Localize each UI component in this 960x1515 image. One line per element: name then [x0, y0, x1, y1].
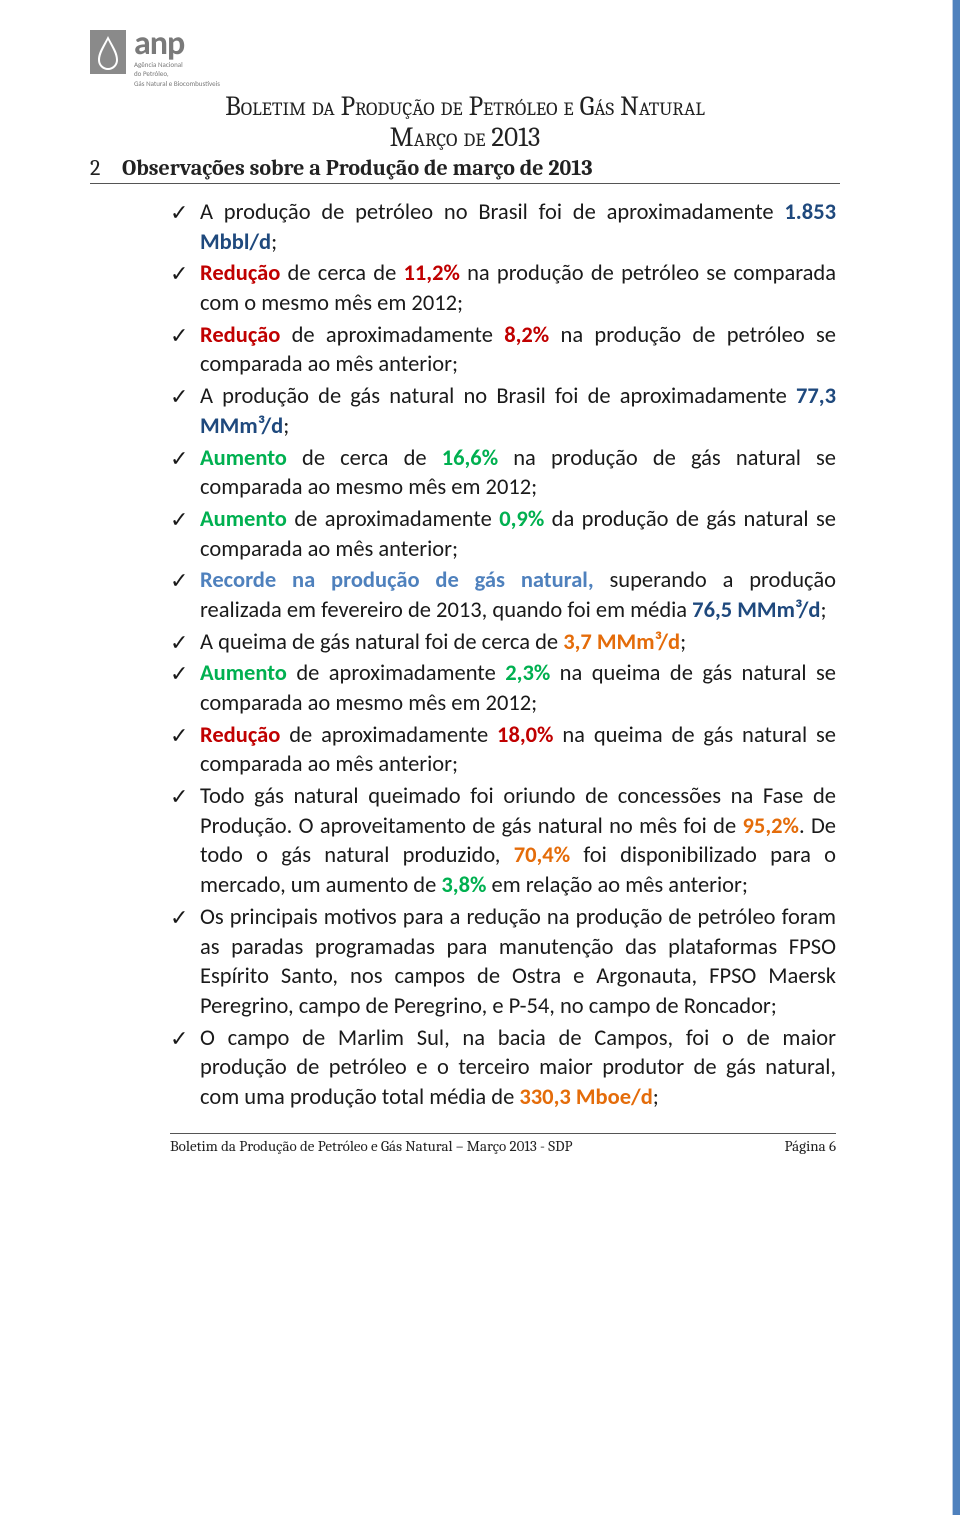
- logo-sub1: Agência Nacional: [134, 61, 220, 68]
- bullet-item: ✓Redução de cerca de 11,2% na produção d…: [170, 259, 836, 318]
- bullet-item: ✓Recorde na produção de gás natural, sup…: [170, 566, 836, 625]
- check-icon: ✓: [170, 628, 188, 657]
- text-segment: 3,7 MMm³/d: [563, 629, 680, 656]
- check-icon: ✓: [170, 259, 188, 288]
- text-segment: ;: [653, 1084, 659, 1111]
- bullet-item: ✓Aumento de aproximadamente 0,9% da prod…: [170, 505, 836, 564]
- bullet-item: ✓ Os principais motivos para a redução na…: [170, 903, 836, 1022]
- text-segment: 2,3%: [505, 660, 550, 687]
- text-segment: em relação ao mês anterior;: [486, 872, 748, 899]
- text-segment: Redução: [200, 322, 280, 349]
- text-segment: 70,4%: [514, 842, 570, 869]
- text-segment: 76,5 MMm³/d: [692, 597, 820, 624]
- text-segment: ;: [283, 413, 289, 440]
- logo-sub3: Gás Natural e Biocombustíveis: [134, 80, 220, 87]
- text-segment: de cerca de: [287, 445, 442, 472]
- section-number: 2: [90, 155, 122, 181]
- bullet-item: ✓Aumento de cerca de 16,6% na produção d…: [170, 444, 836, 503]
- text-segment: de cerca de: [280, 260, 403, 287]
- check-icon: ✓: [170, 903, 188, 932]
- text-segment: 0,9%: [499, 506, 544, 533]
- section-title: Observações sobre a Produção de março de…: [122, 155, 593, 181]
- text-segment: 16,6%: [442, 445, 498, 472]
- text-segment: A produção de gás natural no Brasil foi …: [200, 383, 796, 410]
- check-icon: ✓: [170, 1024, 188, 1053]
- bullet-item: ✓Redução de aproximadamente 8,2% na prod…: [170, 321, 836, 380]
- footer-page: Página 6: [744, 1137, 836, 1155]
- text-segment: O campo de Marlim Sul, na bacia de Campo…: [200, 1025, 836, 1111]
- text-segment: de aproximadamente: [287, 506, 499, 533]
- title-line1: Boletim da Produção de Petróleo e Gás Na…: [90, 91, 840, 122]
- text-segment: ;: [821, 597, 827, 624]
- text-segment: Todo gás natural queimado foi oriundo de…: [200, 783, 836, 840]
- check-icon: ✓: [170, 721, 188, 750]
- bullet-item: ✓ Todo gás natural queimado foi oriundo d…: [170, 782, 836, 901]
- footer-text: Boletim da Produção de Petróleo e Gás Na…: [170, 1137, 744, 1155]
- text-segment: 8,2%: [504, 322, 549, 349]
- text-segment: de aproximadamente: [280, 322, 504, 349]
- text-segment: Redução: [200, 722, 280, 749]
- text-segment: Os principais motivos para a redução na …: [200, 904, 836, 1020]
- bullet-item: ✓ A produção de petróleo no Brasil foi de…: [170, 198, 836, 257]
- check-icon: ✓: [170, 321, 188, 350]
- text-segment: ;: [680, 629, 686, 656]
- text-segment: Aumento: [200, 506, 287, 533]
- check-icon: ✓: [170, 444, 188, 473]
- bullet-item: ✓ A produção de gás natural no Brasil foi…: [170, 382, 836, 441]
- check-icon: ✓: [170, 659, 188, 688]
- logo-sub2: do Petróleo,: [134, 70, 220, 77]
- bullet-item: ✓Redução de aproximadamente 18,0% na que…: [170, 721, 836, 780]
- title-block: Boletim da Produção de Petróleo e Gás Na…: [90, 91, 840, 153]
- bullet-item: ✓ O campo de Marlim Sul, na bacia de Camp…: [170, 1024, 836, 1113]
- text-segment: de aproximadamente: [287, 660, 505, 687]
- check-icon: ✓: [170, 505, 188, 534]
- text-segment: Aumento: [200, 660, 287, 687]
- text-segment: A produção de petróleo no Brasil foi de …: [200, 199, 784, 226]
- text-segment: Redução: [200, 260, 280, 287]
- check-icon: ✓: [170, 382, 188, 411]
- text-segment: Recorde na produção de gás natural,: [200, 567, 594, 594]
- check-icon: ✓: [170, 566, 188, 595]
- bullet-list: ✓ A produção de petróleo no Brasil foi de…: [90, 184, 840, 1123]
- text-segment: de aproximadamente: [280, 722, 497, 749]
- logo: anp Agência Nacional do Petróleo, Gás Na…: [90, 30, 840, 87]
- bullet-item: ✓Aumento de aproximadamente 2,3% na quei…: [170, 659, 836, 718]
- page-right-border: [952, 0, 960, 1515]
- text-segment: 18,0%: [497, 722, 553, 749]
- text-segment: A queima de gás natural foi de cerca de: [200, 629, 563, 656]
- title-line2: Março de 2013: [90, 122, 840, 153]
- text-segment: 11,2%: [403, 260, 459, 287]
- page-footer: Boletim da Produção de Petróleo e Gás Na…: [170, 1133, 836, 1155]
- logo-drop-icon: [90, 30, 126, 74]
- check-icon: ✓: [170, 782, 188, 811]
- page: anp Agência Nacional do Petróleo, Gás Na…: [0, 0, 960, 1515]
- bullet-item: ✓ A queima de gás natural foi de cerca de…: [170, 628, 836, 658]
- text-segment: 95,2%: [743, 813, 799, 840]
- text-segment: ;: [271, 229, 277, 256]
- section-heading: 2 Observações sobre a Produção de março …: [90, 155, 840, 184]
- check-icon: ✓: [170, 198, 188, 227]
- text-segment: 3,8%: [441, 872, 486, 899]
- logo-text-block: anp Agência Nacional do Petróleo, Gás Na…: [134, 30, 220, 87]
- text-segment: Aumento: [200, 445, 287, 472]
- logo-acronym: anp: [134, 30, 220, 59]
- text-segment: 330,3 Mboe/d: [519, 1084, 652, 1111]
